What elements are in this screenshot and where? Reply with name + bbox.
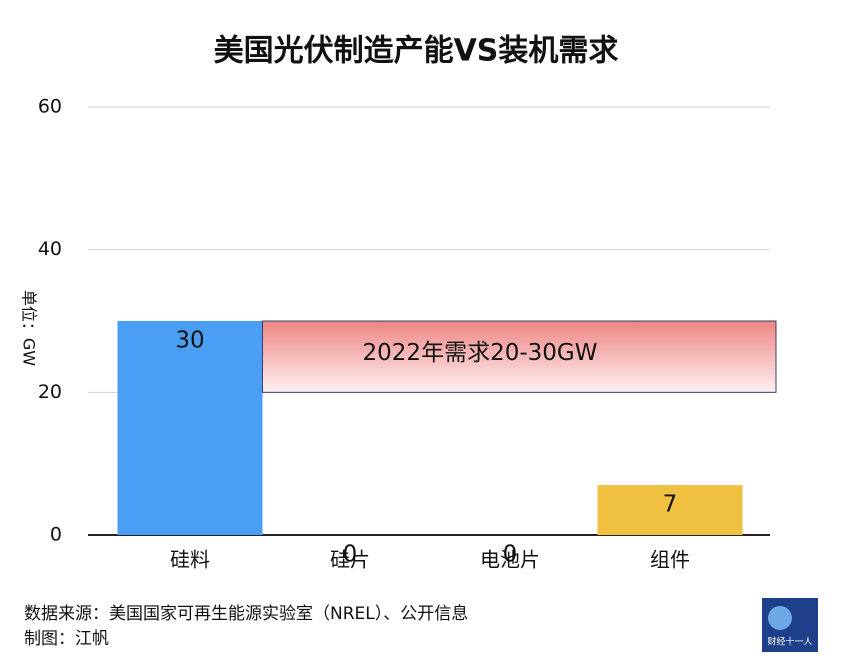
bar [117, 321, 263, 535]
bar [597, 485, 743, 535]
y-tick-label: 60 [38, 96, 62, 118]
chart-title: 美国光伏制造产能VS装机需求 [214, 34, 619, 69]
annotation-band [262, 320, 777, 393]
logo-globe [768, 606, 792, 630]
data-label: 7 [663, 492, 678, 518]
author-note: 制图：江帆 [24, 629, 109, 649]
data-label: 0 [343, 542, 358, 568]
y-tick-label: 20 [38, 381, 62, 403]
y-tick-label: 0 [50, 524, 62, 546]
source-note: 数据来源：美国国家可再生能源实验室（NREL）、公开信息 [24, 604, 468, 624]
data-label: 0 [503, 542, 518, 568]
data-label: 30 [175, 328, 204, 354]
x-tick-label: 硅料 [170, 548, 210, 572]
y-axis-label: 单位：GW [20, 290, 39, 366]
y-tick-label: 40 [38, 238, 62, 260]
logo-text: 财经十一人 [767, 636, 812, 648]
annotation-text: 2022年需求20-30GW [363, 340, 598, 366]
x-tick-label: 硅片 [330, 548, 370, 572]
x-tick-label: 组件 [650, 548, 690, 572]
x-tick-label: 电池片 [480, 548, 540, 572]
